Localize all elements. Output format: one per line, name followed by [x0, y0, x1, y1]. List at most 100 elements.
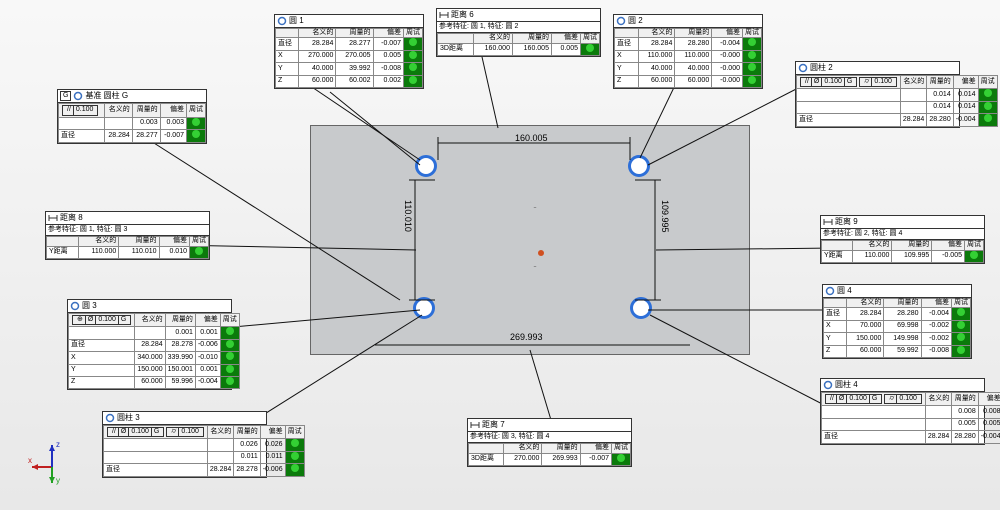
axis-gizmo: x y z — [28, 437, 76, 490]
status-cell — [743, 63, 762, 75]
status-cell — [743, 50, 762, 62]
status-dot — [226, 352, 234, 360]
panel-header: G基准 圆柱 G — [58, 90, 206, 103]
table-row: X70.00069.998-0.002 — [824, 320, 971, 332]
status-dot — [226, 365, 234, 373]
panel-header: 圆 2 — [614, 15, 762, 28]
status-dot — [409, 51, 417, 59]
status-cell — [743, 75, 762, 87]
table-row: 直径28.28428.280-0.004 — [797, 114, 998, 126]
status-dot — [748, 51, 756, 59]
panel-header: 圆柱 4 — [821, 379, 984, 392]
status-cell — [220, 364, 239, 376]
table-row: Y距离110.000109.995-0.005 — [822, 250, 984, 262]
panel-title: 圆柱 2 — [810, 63, 833, 73]
status-dot — [586, 44, 594, 52]
panel-header: 圆 4 — [823, 285, 971, 298]
table-row: 3D距离270.000269.993-0.007 — [469, 453, 631, 465]
table-row: Y40.00039.992-0.008 — [276, 63, 423, 75]
axis-z-label: z — [56, 440, 60, 449]
panel-cylinder-4: 圆柱 4//Ø0.100G⌭0.100名义的周量的偏差周试0.0080.0080… — [820, 378, 985, 445]
status-dot — [748, 63, 756, 71]
table-row: 0.0050.005 — [822, 418, 1000, 430]
table-row: X340.000339.990-0.010 — [69, 352, 240, 364]
status-cell — [285, 451, 304, 463]
axis-y-label: y — [56, 476, 60, 485]
tolerance-box: //Ø0.100G — [800, 77, 857, 87]
measurement-table: 名义的周量的偏差周试Y距离110.000110.0100.010 — [46, 236, 209, 259]
measurement-table: 名义的周量的偏差周试直径28.28428.277-0.007X270.00027… — [275, 28, 423, 88]
panel-circle-4: 圆 4名义的周量的偏差周试直径28.28428.280-0.004X70.000… — [822, 284, 972, 359]
status-dot — [984, 102, 992, 110]
table-row: 0.0080.008 — [822, 406, 1000, 418]
status-cell — [978, 114, 997, 126]
status-dot — [957, 308, 965, 316]
status-cell — [581, 43, 600, 55]
table-row: Z60.00059.996-0.004 — [69, 376, 240, 388]
status-dot — [291, 439, 299, 447]
panel-circle-2: 圆 2名义的周量的偏差周试直径28.28428.280-0.004X110.00… — [613, 14, 763, 89]
panel-ref: 参考特征: 圆 3, 特征: 圆 4 — [468, 432, 631, 443]
table-row: 0.0110.011 — [104, 451, 305, 463]
table-row: 直径28.28428.277-0.007 — [276, 38, 423, 50]
measurement-table: 名义的周量的偏差周试Y距离110.000109.995-0.005 — [821, 240, 984, 263]
panel-ref: 参考特征: 圆 2, 特征: 圆 4 — [821, 229, 984, 240]
status-dot — [409, 63, 417, 71]
panel-title: 圆 3 — [82, 301, 97, 311]
table-row: 3D距离160.000160.0050.005 — [438, 43, 600, 55]
circle-icon — [616, 16, 626, 26]
panel-header: 距离 9 — [821, 216, 984, 229]
status-cell — [285, 464, 304, 476]
status-dot — [195, 247, 203, 255]
table-row: 0.0030.003 — [59, 117, 206, 129]
panel-header: 圆 1 — [275, 15, 423, 28]
measurement-table: //Ø0.100G⌭0.100名义的周量的偏差周试0.0080.0080.005… — [821, 392, 1000, 444]
tolerance-box: ⌭0.100 — [884, 394, 922, 404]
status-cell — [952, 345, 971, 357]
circle-icon — [73, 91, 83, 101]
table-row: Y40.00040.000-0.000 — [615, 63, 762, 75]
panel-distance-6: 距离 6参考特征: 圆 1, 特征: 圆 2名义的周量的偏差周试3D距离160.… — [436, 8, 601, 57]
panel-ref: 参考特征: 圆 1, 特征: 圆 3 — [46, 225, 209, 236]
status-dot — [226, 327, 234, 335]
panel-distance-7: 距离 7参考特征: 圆 3, 特征: 圆 4名义的周量的偏差周试3D距离270.… — [467, 418, 632, 467]
panel-circle-3: 圆 3⊕Ø0.100G名义的周量的偏差周试0.0010.001直径28.2842… — [67, 299, 232, 390]
status-cell — [285, 439, 304, 451]
status-dot — [226, 377, 234, 385]
tolerance-box: //0.100 — [62, 105, 98, 115]
circle-icon — [823, 380, 833, 390]
status-dot — [192, 118, 200, 126]
status-cell — [743, 38, 762, 50]
table-row: 0.0140.014 — [797, 89, 998, 101]
table-row: 直径28.28428.280-0.004 — [822, 431, 1000, 443]
panel-circle-1: 圆 1名义的周量的偏差周试直径28.28428.277-0.007X270.00… — [274, 14, 424, 89]
status-cell — [612, 453, 631, 465]
panel-cylinder-2: 圆柱 2//Ø0.100G⌭0.100名义的周量的偏差周试0.0140.0140… — [795, 61, 960, 128]
tolerance-box: //Ø0.100G — [825, 394, 882, 404]
panel-distance-9: 距离 9参考特征: 圆 2, 特征: 圆 4名义的周量的偏差周试Y距离110.0… — [820, 215, 985, 264]
status-cell — [220, 352, 239, 364]
datum-badge: G — [60, 91, 71, 101]
tolerance-box: ⌭0.100 — [859, 77, 897, 87]
status-dot — [748, 38, 756, 46]
panel-header: 圆 3 — [68, 300, 231, 313]
status-cell — [187, 130, 206, 142]
circle-icon — [798, 63, 808, 73]
status-dot — [957, 346, 965, 354]
panel-title: 圆柱 4 — [835, 380, 858, 390]
measurement-table: 名义的周量的偏差周试直径28.28428.280-0.004X70.00069.… — [823, 298, 971, 358]
status-dot — [984, 89, 992, 97]
measurement-table: 名义的周量的偏差周试3D距离270.000269.993-0.007 — [468, 443, 631, 466]
panel-datum-g: G基准 圆柱 G//0.100名义的周量的偏差周试0.0030.003直径28.… — [57, 89, 207, 144]
status-cell — [220, 376, 239, 388]
status-dot — [617, 454, 625, 462]
table-row: 直径28.28428.277-0.007 — [59, 130, 206, 142]
table-row: Y150.000149.998-0.002 — [824, 333, 971, 345]
circle-icon — [825, 286, 835, 296]
panel-title: 距离 6 — [451, 10, 474, 20]
table-row: Y距离110.000110.0100.010 — [47, 246, 209, 258]
status-cell — [978, 89, 997, 101]
distance-icon — [470, 420, 480, 430]
status-cell — [404, 50, 423, 62]
circle-icon — [105, 413, 115, 423]
